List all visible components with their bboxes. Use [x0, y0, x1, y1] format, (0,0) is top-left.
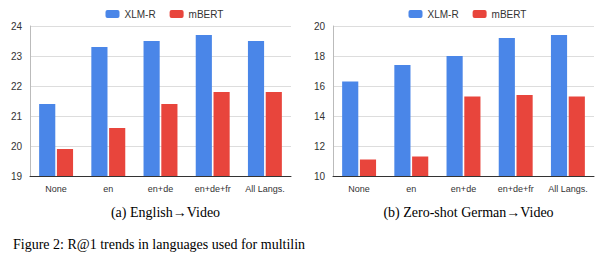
svg-text:22: 22 [11, 81, 23, 92]
svg-text:20: 20 [11, 141, 23, 152]
svg-text:en: en [103, 184, 113, 194]
svg-text:14: 14 [314, 111, 326, 122]
svg-text:en+de: en+de [148, 184, 173, 194]
svg-text:None: None [348, 184, 370, 194]
svg-text:21: 21 [11, 111, 23, 122]
svg-text:12: 12 [314, 141, 326, 152]
svg-text:All Langs.: All Langs. [245, 184, 285, 194]
svg-text:24: 24 [11, 21, 23, 32]
svg-text:None: None [45, 184, 67, 194]
svg-text:mBERT: mBERT [492, 9, 527, 20]
svg-text:20: 20 [314, 21, 326, 32]
svg-text:All Langs.: All Langs. [548, 184, 588, 194]
svg-text:XLM-R: XLM-R [125, 9, 156, 20]
svg-text:10: 10 [314, 171, 326, 182]
svg-text:en+de+fr: en+de+fr [498, 184, 534, 194]
svg-text:en+de: en+de [451, 184, 476, 194]
svg-text:Figure 2: R@1 trends in langua: Figure 2: R@1 trends in languages used f… [13, 237, 305, 252]
svg-text:(b) Zero-shot German→Video: (b) Zero-shot German→Video [383, 205, 553, 221]
svg-text:XLM-R: XLM-R [428, 9, 459, 20]
svg-text:19: 19 [11, 171, 23, 182]
svg-text:en+de+fr: en+de+fr [195, 184, 231, 194]
svg-text:mBERT: mBERT [189, 9, 224, 20]
svg-text:23: 23 [11, 51, 23, 62]
svg-text:16: 16 [314, 81, 326, 92]
svg-text:en: en [406, 184, 416, 194]
svg-text:18: 18 [314, 51, 326, 62]
svg-text:(a) English→Video: (a) English→Video [111, 205, 220, 221]
